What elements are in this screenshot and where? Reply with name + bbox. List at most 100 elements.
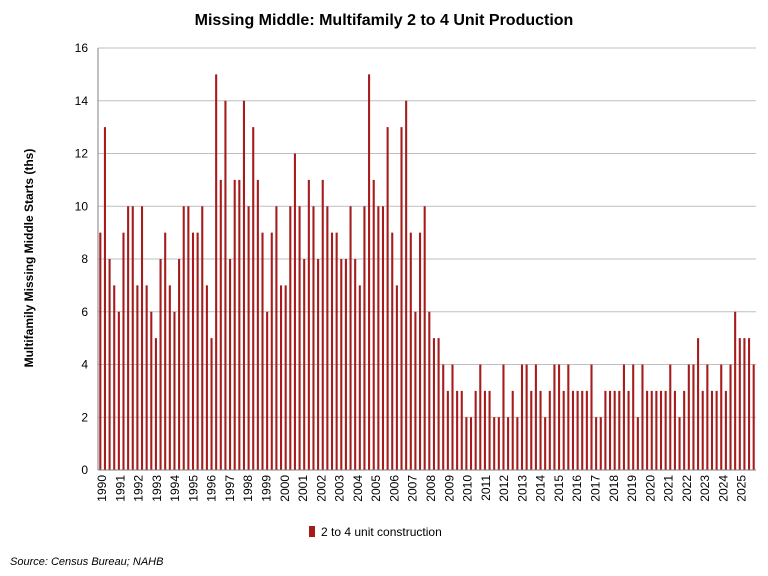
- x-tick-label: 2006: [387, 475, 401, 502]
- bar: [122, 232, 125, 471]
- bar: [405, 100, 408, 470]
- bar: [692, 364, 695, 470]
- bar: [738, 338, 741, 471]
- x-tick-label: 2025: [735, 475, 749, 502]
- bar: [168, 285, 171, 471]
- bar: [215, 74, 218, 471]
- bar: [400, 127, 403, 471]
- x-tick-label: 2022: [680, 475, 694, 502]
- bar: [284, 285, 287, 471]
- y-tick-label: 10: [75, 199, 89, 213]
- bar: [571, 390, 575, 471]
- bar: [650, 390, 653, 471]
- x-tick-label: 2012: [497, 475, 511, 502]
- x-tick-label: 2021: [662, 475, 676, 502]
- bar: [233, 179, 236, 471]
- bar: [678, 417, 681, 470]
- x-tick-label: 2008: [424, 475, 438, 502]
- bar: [266, 311, 269, 470]
- x-tick-label: 2019: [625, 475, 639, 502]
- bar: [201, 206, 204, 470]
- bar: [493, 417, 496, 470]
- bar: [247, 206, 250, 470]
- bar: [154, 338, 157, 471]
- x-tick-label: 1990: [95, 475, 109, 502]
- bar: [474, 390, 477, 471]
- bar: [715, 390, 718, 471]
- bar: [330, 232, 334, 471]
- bar: [613, 390, 616, 471]
- x-tick-label: 2009: [442, 475, 456, 502]
- bar: [604, 390, 607, 471]
- bar: [252, 127, 255, 471]
- x-tick-label: 2018: [607, 475, 621, 502]
- bar: [103, 127, 106, 471]
- bar: [428, 311, 431, 470]
- x-tick-label: 1996: [205, 475, 219, 502]
- bar: [187, 206, 190, 470]
- bar: [344, 259, 347, 470]
- bar: [567, 364, 570, 470]
- bar: [669, 364, 672, 470]
- bar: [720, 364, 723, 470]
- bar: [451, 364, 454, 470]
- x-tick-label: 1998: [241, 475, 255, 502]
- bar: [335, 232, 338, 471]
- x-axis-ticks: 1990 1991 1992 1993 1994 1995 1996 1997 1998 1999…: [95, 475, 749, 502]
- bar: [108, 259, 111, 470]
- bar: [581, 390, 584, 471]
- bar: [358, 285, 361, 471]
- y-tick-label: 0: [81, 463, 88, 477]
- bar: [710, 390, 714, 471]
- bar: [673, 390, 676, 471]
- bar: [368, 74, 371, 471]
- bar: [136, 285, 139, 471]
- bar: [465, 417, 468, 470]
- x-tick-label: 2003: [333, 475, 347, 502]
- x-tick-label: 2015: [552, 475, 566, 502]
- bar: [534, 364, 537, 470]
- bar: [363, 206, 366, 470]
- bar: [229, 259, 232, 470]
- bar: [182, 206, 185, 470]
- bar: [321, 179, 324, 471]
- bars: [99, 74, 755, 471]
- bar: [687, 364, 690, 470]
- bar: [497, 417, 500, 470]
- bar: [590, 364, 593, 470]
- bar: [395, 285, 398, 471]
- bar: [270, 232, 273, 471]
- bar: [238, 179, 241, 471]
- bar: [544, 417, 547, 470]
- bar: [585, 390, 588, 471]
- bar: [706, 364, 709, 470]
- bar: [655, 390, 658, 471]
- bar: [724, 390, 727, 471]
- source-note: Source: Census Bureau; NAHB: [10, 556, 163, 568]
- bar: [618, 390, 621, 471]
- bar: [256, 179, 259, 471]
- x-tick-label: 2002: [314, 475, 328, 502]
- bar: [150, 311, 153, 470]
- bar: [576, 390, 579, 471]
- bar: [752, 364, 755, 470]
- bar: [659, 390, 663, 471]
- bar: [224, 100, 227, 470]
- bar: [483, 390, 486, 471]
- bar: [99, 232, 102, 471]
- bar: [312, 206, 315, 470]
- legend-swatch: [309, 526, 315, 537]
- bar: [632, 364, 635, 470]
- bar: [317, 259, 320, 470]
- bar: [381, 206, 385, 470]
- bar: [437, 338, 440, 471]
- x-tick-label: 2023: [698, 475, 712, 502]
- bar: [525, 364, 528, 470]
- bar: [488, 390, 491, 471]
- bar: [748, 338, 751, 471]
- y-axis-label: Multifamily Missing Middle Starts (ths): [22, 149, 36, 368]
- bar: [520, 364, 524, 470]
- bar: [701, 390, 704, 471]
- bar: [599, 417, 602, 470]
